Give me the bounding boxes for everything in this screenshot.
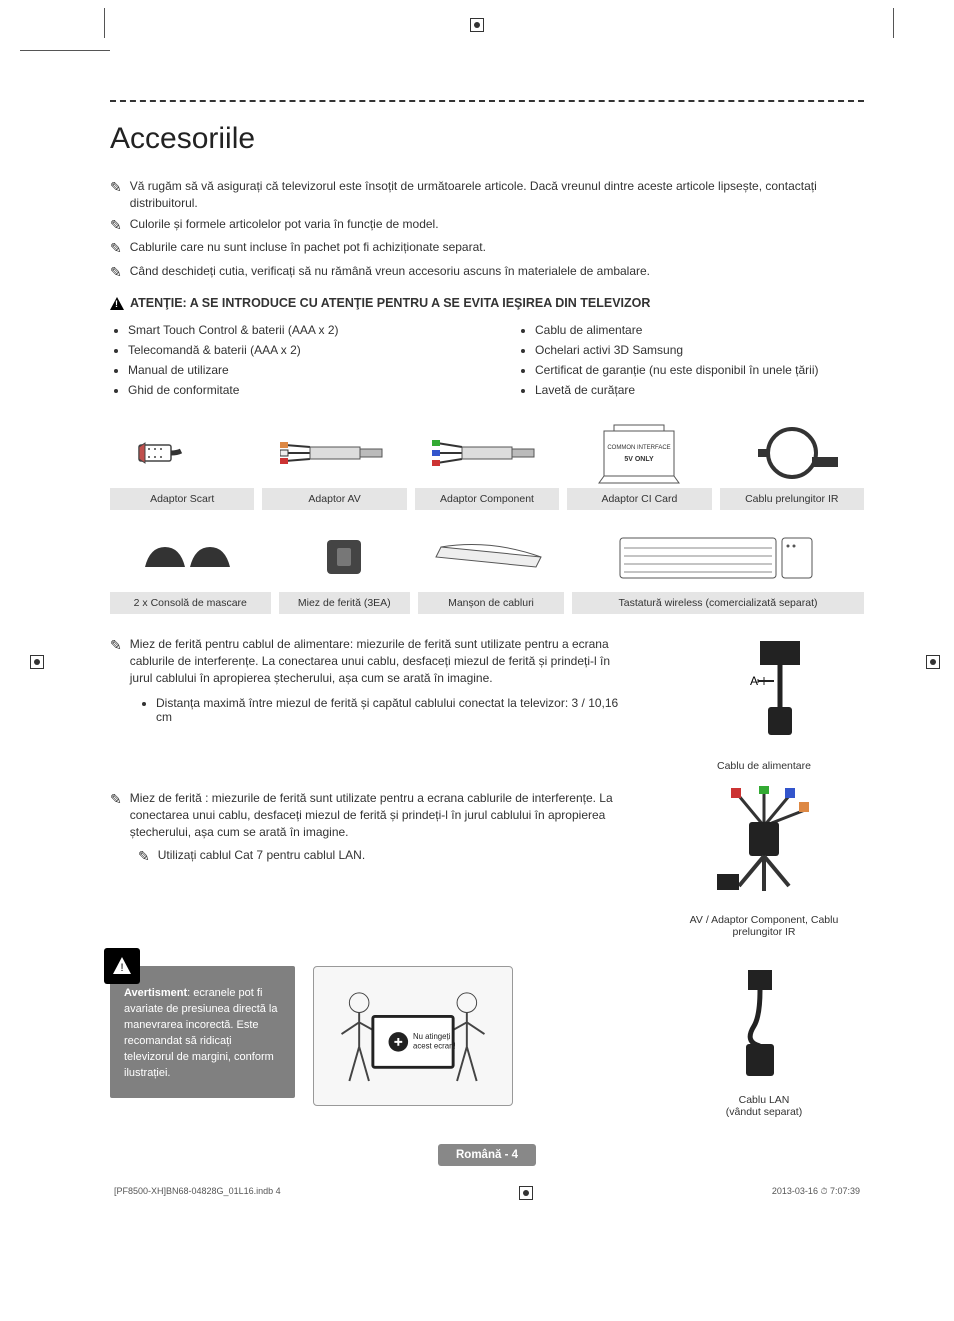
warning-title: Avertisment (124, 987, 187, 999)
page-footer: Română - 4 (110, 1144, 864, 1166)
accessory-label: Adaptor CI Card (567, 488, 711, 510)
accessory-label: 2 x Consolă de mascare (110, 592, 271, 614)
note-line: Culorile și formele articolelor pot vari… (110, 216, 864, 236)
pencil-icon (110, 216, 122, 236)
note-line: Când deschideți cutia, verificați să nu … (110, 263, 864, 283)
list-item: Cablu de alimentare (535, 320, 864, 340)
accessory-av: Adaptor AV (262, 418, 406, 510)
list-item: Smart Touch Control & baterii (AAA x 2) (128, 320, 457, 340)
svg-text:Nu atingeți: Nu atingeți (413, 1032, 451, 1041)
accessory-label: Manșon de cabluri (418, 592, 564, 614)
ferrite-general-section: Miez de ferită : miezurile de ferită sun… (110, 786, 864, 938)
accessory-label: Adaptor Component (415, 488, 559, 510)
svg-text:acest ecran!: acest ecran! (413, 1042, 456, 1051)
print-metadata: [PF8500-XH]BN68-04828G_01L16.indb 4 2013… (110, 1186, 864, 1200)
warning-triangle-icon (110, 297, 124, 310)
figure-caption: AV / Adaptor Component, Cablu prelungito… (664, 914, 864, 938)
pencil-icon (110, 636, 122, 686)
sub-note: Distanța maximă între miezul de ferită ș… (156, 693, 634, 727)
ferrite-power-section: Miez de ferită pentru cablul de alimenta… (110, 632, 864, 772)
print-mark-bottom (519, 1186, 533, 1200)
scart-adapter-icon (110, 418, 254, 488)
note-line: Miez de ferită pentru cablul de alimenta… (110, 636, 634, 686)
av-adapter-icon (262, 418, 406, 488)
warning-row: ! Avertisment: ecranele pot fi avariate … (110, 966, 864, 1118)
note-line: Cablurile care nu sunt incluse în pachet… (110, 239, 864, 259)
note-text: Miez de ferită : miezurile de ferită sun… (130, 790, 634, 840)
list-item: Manual de utilizare (128, 360, 457, 380)
list-item: Certificat de garanție (nu este disponib… (535, 360, 864, 380)
page-number-tag: Română - 4 (438, 1144, 536, 1166)
page-title: Accesoriile (110, 122, 864, 156)
pencil-icon (110, 239, 122, 259)
note-line: Vă rugăm să vă asigurați că televizorul … (110, 178, 864, 212)
accessory-label: Tastatură wireless (comercializată separ… (572, 592, 864, 614)
list-item: Lavetă de curățare (535, 380, 864, 400)
note-text: Miez de ferită pentru cablul de alimenta… (130, 636, 634, 686)
accessory-scart: Adaptor Scart (110, 418, 254, 510)
handling-illustration: Nu atingeți acest ecran! (313, 966, 513, 1106)
accessory-cable-holder: Manșon de cabluri (418, 522, 564, 614)
svg-text:COMMON INTERFACE: COMMON INTERFACE (608, 445, 671, 451)
accessory-covers: 2 x Consolă de mascare (110, 522, 271, 614)
accessory-keyboard: Tastatură wireless (comercializată separ… (572, 522, 864, 614)
list-item: Ghid de conformitate (128, 380, 457, 400)
meta-timestamp: 2013-03-16 ⏱ 7:07:39 (772, 1186, 860, 1200)
note-text: Când deschideți cutia, verificați să nu … (130, 263, 650, 283)
component-cable-figure: AV / Adaptor Component, Cablu prelungito… (664, 786, 864, 938)
caution-heading: ATENŢIE: A SE INTRODUCE CU ATENŢIE PENTR… (110, 296, 864, 310)
accessory-ci-card: COMMON INTERFACE 5V ONLY Adaptor CI Card (567, 418, 711, 510)
wireless-keyboard-icon (572, 522, 864, 592)
accessory-ir-cable: Cablu prelungitor IR (720, 418, 864, 510)
warning-body: : ecranele pot fi avariate de presiunea … (124, 987, 277, 1079)
list-item: Telecomandă & baterii (AAA x 2) (128, 340, 457, 360)
accessory-label: Adaptor Scart (110, 488, 254, 510)
accessory-component: Adaptor Component (415, 418, 559, 510)
note-text: Utilizați cablul Cat 7 pentru cablul LAN… (158, 847, 365, 867)
ci-card-adapter-icon: COMMON INTERFACE 5V ONLY (567, 418, 711, 488)
accessory-row-2: 2 x Consolă de mascare Miez de ferită (3… (110, 522, 864, 614)
figure-caption: Cablu LAN (vândut separat) (664, 1094, 864, 1118)
note-text: Vă rugăm să vă asigurați că televizorul … (130, 178, 864, 212)
ir-extender-icon (720, 418, 864, 488)
figure-caption: Cablu de alimentare (664, 760, 864, 772)
ferrite-core-icon (279, 522, 410, 592)
note-line: Utilizați cablul Cat 7 pentru cablul LAN… (138, 847, 634, 867)
list-item: Ochelari activi 3D Samsung (535, 340, 864, 360)
warning-badge-icon: ! (104, 948, 140, 984)
svg-text:!: ! (120, 962, 123, 974)
pencil-icon (110, 178, 122, 212)
svg-text:A: A (750, 674, 758, 688)
svg-text:5V ONLY: 5V ONLY (625, 456, 655, 463)
accessory-label: Adaptor AV (262, 488, 406, 510)
note-text: Cablurile care nu sunt incluse în pachet… (130, 239, 486, 259)
lan-cable-figure: Cablu LAN (vândut separat) (664, 966, 864, 1118)
cable-holder-icon (418, 522, 564, 592)
pencil-icon (110, 263, 122, 283)
accessory-ferrite: Miez de ferită (3EA) (279, 522, 410, 614)
note-text: Culorile și formele articolelor pot vari… (130, 216, 439, 236)
component-adapter-icon (415, 418, 559, 488)
note-line: Miez de ferită : miezurile de ferită sun… (110, 790, 634, 840)
warning-box: ! Avertisment: ecranele pot fi avariate … (110, 966, 295, 1098)
section-divider (110, 100, 864, 102)
power-cable-figure: A Cablu de alimentare (664, 632, 864, 772)
accessory-label: Cablu prelungitor IR (720, 488, 864, 510)
blanking-cover-icon (110, 522, 271, 592)
pencil-icon (138, 847, 150, 867)
included-items-list: Smart Touch Control & baterii (AAA x 2) … (110, 320, 864, 400)
accessory-row-1: Adaptor Scart Adaptor AV (110, 418, 864, 510)
accessory-label: Miez de ferită (3EA) (279, 592, 410, 614)
pencil-icon (110, 790, 122, 840)
meta-file: [PF8500-XH]BN68-04828G_01L16.indb 4 (114, 1186, 281, 1200)
caution-text: ATENŢIE: A SE INTRODUCE CU ATENŢIE PENTR… (130, 296, 650, 310)
